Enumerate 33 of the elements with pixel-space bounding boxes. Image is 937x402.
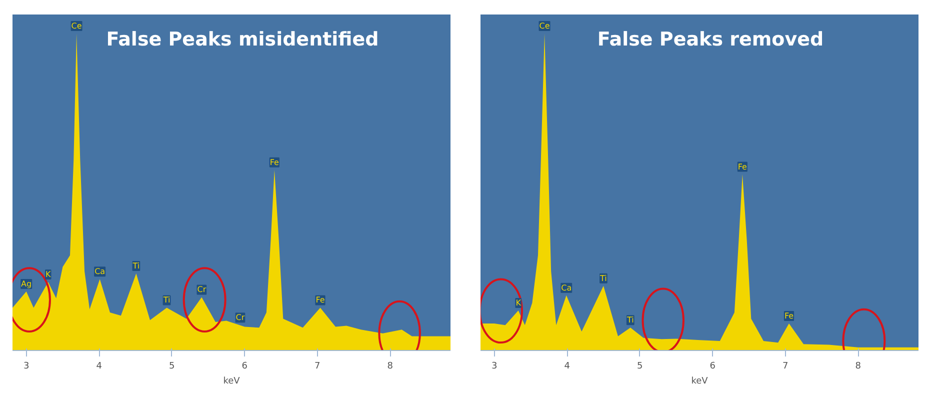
annotation: Ce: [539, 22, 550, 31]
annotation: Ti: [599, 274, 607, 283]
annotation: Fe: [316, 296, 325, 305]
annotation: Cr: [236, 313, 246, 322]
annotation: Ti: [162, 296, 170, 305]
chart-title: False Peaks misidentified: [106, 28, 379, 50]
x-tick-label: 8: [855, 362, 862, 372]
x-tick-label: 3: [23, 362, 30, 372]
annotation: Ag: [21, 280, 32, 289]
x-tick-label: 5: [636, 362, 643, 372]
x-tick-label: 6: [242, 362, 248, 372]
x-axis-title: keV: [223, 376, 241, 386]
annotation: Ti: [132, 261, 140, 270]
x-tick-label: 4: [96, 362, 102, 372]
annotation: Ti: [626, 316, 634, 325]
x-tick-label: 8: [387, 362, 394, 372]
x-tick-label: 6: [710, 362, 716, 372]
annotation: K: [46, 270, 52, 280]
x-tick-label: 5: [168, 362, 175, 372]
annotation: Ca: [561, 283, 572, 292]
chart-title: False Peaks removed: [597, 28, 824, 50]
annotation: Fe: [784, 312, 794, 321]
x-tick-label: 4: [564, 362, 570, 372]
annotation: Cr: [197, 285, 207, 294]
annotation: Ca: [94, 267, 106, 276]
annotation: K: [516, 298, 522, 308]
annotation: Fe: [738, 162, 748, 172]
x-tick-label: 7: [782, 362, 788, 372]
x-axis-title: keV: [691, 376, 709, 386]
x-tick-label: 7: [314, 362, 320, 372]
annotation: Fe: [270, 158, 280, 167]
annotation: Ce: [71, 22, 82, 31]
x-tick-label: 3: [491, 362, 498, 372]
